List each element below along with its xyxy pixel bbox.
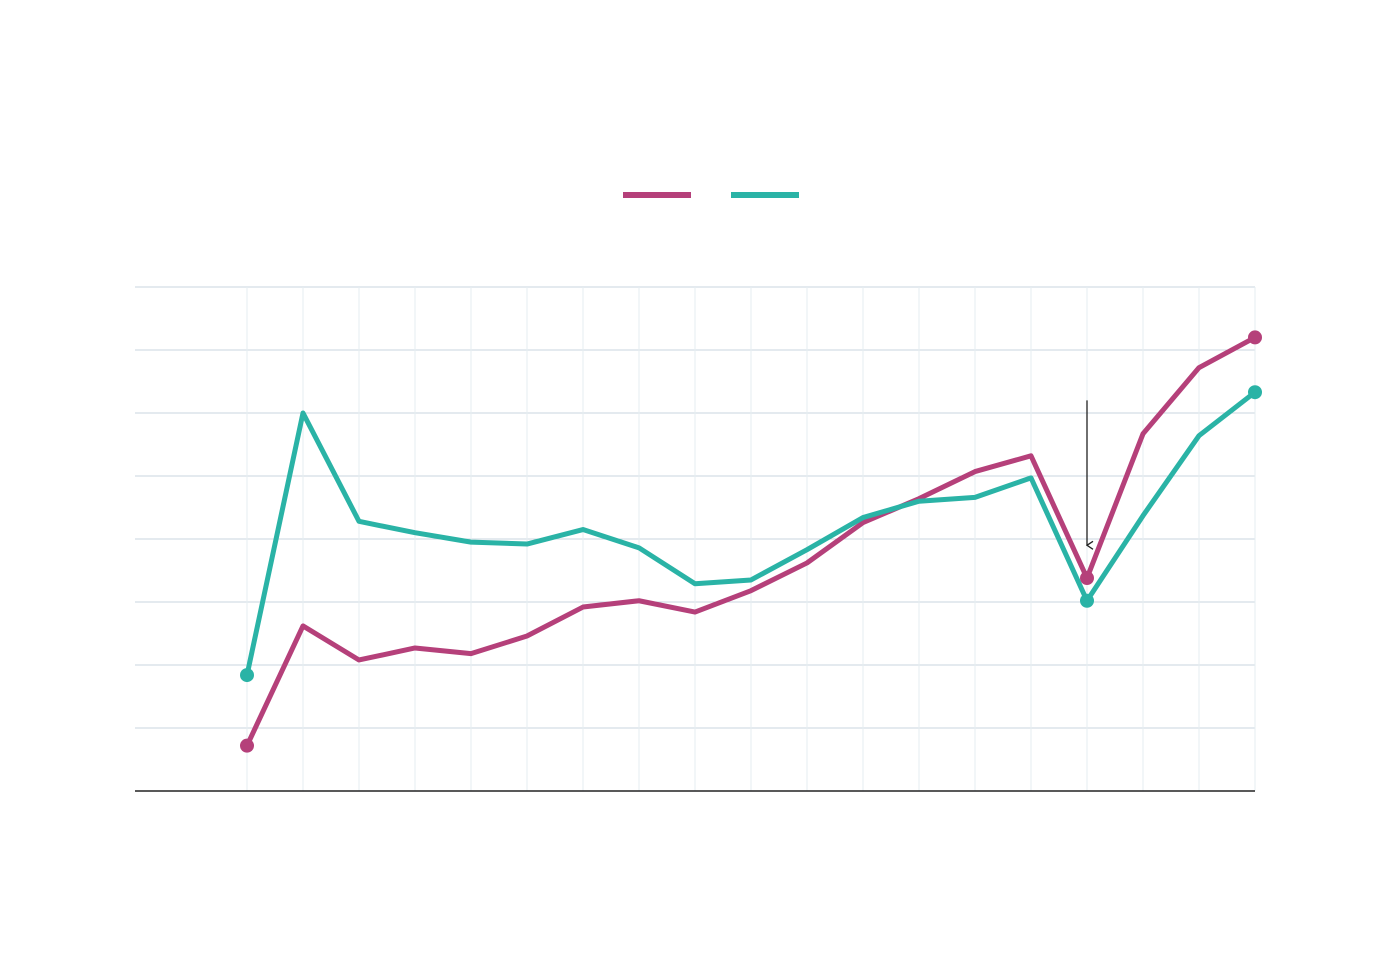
series-1-start-marker (240, 738, 254, 753)
series-2-end-marker (1248, 385, 1262, 400)
endpoint-markers (240, 330, 1262, 753)
series-2-start-marker (240, 668, 254, 683)
series-1-dip-marker (1080, 571, 1094, 586)
gridlines (135, 286, 1256, 791)
series-1-end-marker (1248, 330, 1262, 345)
series-2-dip-marker (1080, 593, 1094, 608)
